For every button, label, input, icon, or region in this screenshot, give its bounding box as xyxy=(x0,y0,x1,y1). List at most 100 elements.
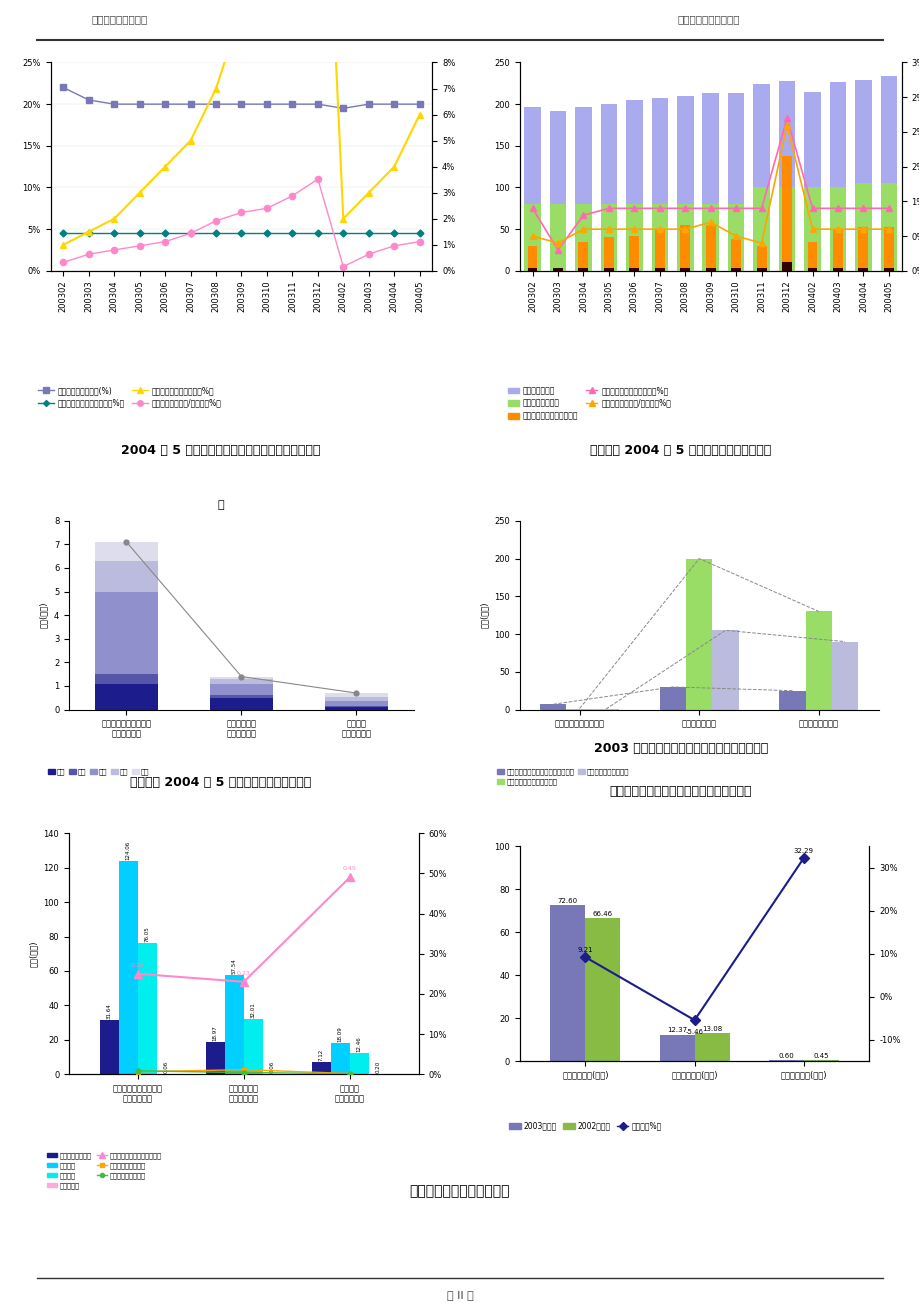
Line: 月度累计净资产收益率（%）: 月度累计净资产收益率（%） xyxy=(60,0,423,249)
月度累计净资产收益盈率（%） xyxy=(629,201,640,216)
月度累计主营业务利润率（%） xyxy=(108,225,119,241)
月度累计利润总额/总资产（%） xyxy=(210,214,221,229)
Bar xyxy=(829,187,845,271)
Bar xyxy=(210,678,273,684)
Bar xyxy=(626,204,641,271)
Line: 同比资产总计增长率: 同比资产总计增长率 xyxy=(135,1068,352,1075)
Bar xyxy=(679,225,689,271)
Bar xyxy=(210,698,273,710)
Legend: 食品、饮料、烟草工业专用设备制造, 农副食品加工专用设备制造, 饲料生产专用设备制造: 食品、饮料、烟草工业专用设备制造, 农副食品加工专用设备制造, 饲料生产专用设备… xyxy=(494,766,631,788)
月度累计利润总额/总资产（%） xyxy=(363,246,374,262)
Bar xyxy=(883,227,893,271)
Bar xyxy=(324,693,388,697)
Text: 124.06: 124.06 xyxy=(126,841,130,859)
Bar xyxy=(95,684,158,710)
Text: 0.25: 0.25 xyxy=(130,962,144,967)
月度累计利润总额/总资产（%） xyxy=(882,221,893,237)
Bar xyxy=(855,79,870,271)
月度累计利润总额/总资产（%） xyxy=(58,255,69,271)
Text: 32.29: 32.29 xyxy=(793,848,813,854)
Bar xyxy=(705,268,715,271)
Bar xyxy=(676,204,693,271)
Text: 图: 图 xyxy=(217,500,224,510)
月度累计利润总额/总资产（%） xyxy=(388,238,399,254)
月度累计主营业务利润率（%） xyxy=(84,225,95,241)
Bar xyxy=(578,242,588,271)
Bar xyxy=(552,268,562,271)
同比资产总计增长率 xyxy=(238,1062,249,1078)
Line: 月度累计销售毛利率(%): 月度累计销售毛利率(%) xyxy=(60,85,423,112)
Text: 7.12: 7.12 xyxy=(318,1049,323,1061)
月度累计主营业务利润率（%） xyxy=(160,225,171,241)
Bar xyxy=(686,559,711,710)
Bar xyxy=(755,246,766,271)
Text: 0.20: 0.20 xyxy=(376,1061,380,1073)
Bar xyxy=(803,91,820,271)
Text: -5.46: -5.46 xyxy=(685,1029,703,1035)
月度累计利润总额/总资产（%） xyxy=(134,238,145,254)
Text: 0.06: 0.06 xyxy=(164,1061,169,1073)
增长率（%） xyxy=(798,850,809,866)
Y-axis label: 单位(亿元): 单位(亿元) xyxy=(40,602,49,629)
Bar xyxy=(527,246,537,271)
Bar xyxy=(705,225,715,271)
Bar xyxy=(879,76,896,271)
月度累计净资产收益率（%） xyxy=(160,159,171,174)
Bar xyxy=(324,702,388,706)
同比负债合计增长率 xyxy=(132,1062,143,1078)
Bar xyxy=(702,204,718,271)
月度累计利润总额/总资产（%） xyxy=(832,221,843,237)
Bar xyxy=(807,268,817,271)
月度累计净资产收益盈率（%） xyxy=(781,111,792,126)
Text: 12.46: 12.46 xyxy=(357,1036,361,1052)
月度累计利润总额/总资产（%） xyxy=(160,234,171,250)
Bar xyxy=(629,236,639,271)
Bar xyxy=(659,1035,694,1061)
月度累计利润总额/总资产（%） xyxy=(551,236,562,251)
月度累计利润总额/总资产（%） xyxy=(236,204,247,220)
Bar xyxy=(659,687,686,710)
Bar xyxy=(95,561,158,591)
Legend: 月度累计销售毛利率(%), 月度累计主营业务利润率（%）, 月度累计净资产收益率（%）, 月度累计利润总额/总资产（%）: 月度累计销售毛利率(%), 月度累计主营业务利润率（%）, 月度累计净资产收益率… xyxy=(35,383,224,411)
月度累计利润总额/总资产（%） xyxy=(806,221,817,237)
Text: 13.08: 13.08 xyxy=(701,1026,721,1032)
Bar xyxy=(574,107,591,271)
月度累计主营业务利润率（%） xyxy=(210,225,221,241)
Text: 0.06: 0.06 xyxy=(269,1061,275,1073)
Bar xyxy=(832,268,842,271)
Text: 0.45: 0.45 xyxy=(812,1053,828,1059)
Text: 标准化行业数据报告: 标准化行业数据报告 xyxy=(91,14,148,23)
增长率（%） xyxy=(579,949,590,965)
Bar xyxy=(778,187,794,271)
Bar xyxy=(753,187,769,271)
同比资产总计增长率 xyxy=(132,1064,143,1079)
月度累计利润总额/总资产（%） xyxy=(312,172,323,187)
Text: 76.05: 76.05 xyxy=(144,927,150,943)
Bar xyxy=(702,94,718,271)
Bar xyxy=(527,268,537,271)
月度累计净资产收益盈率（%） xyxy=(705,201,716,216)
月度累计利润总额/总资产（%） xyxy=(629,221,640,237)
月度累计净资产收益率（%） xyxy=(84,224,95,240)
月度累计销售毛利率(%) xyxy=(210,96,221,112)
Bar xyxy=(99,1019,119,1074)
月度累计销售毛利率(%) xyxy=(84,92,95,108)
月度累计利润总额/总资产（%） xyxy=(287,187,298,203)
Bar xyxy=(855,184,870,271)
Text: 72.60: 72.60 xyxy=(557,898,577,904)
Bar xyxy=(550,111,565,271)
月度累计利润总额/总资产（%） xyxy=(84,246,95,262)
月度累计主营业务利润率（%） xyxy=(58,225,69,241)
月度累计净资产收益率（%） xyxy=(58,237,69,253)
Bar xyxy=(694,1032,729,1061)
月度累计主营业务利润率（%） xyxy=(134,225,145,241)
Text: 数据中华行业研究中心: 数据中华行业研究中心 xyxy=(676,14,739,23)
Text: 主要产品价格指数同比分析: 主要产品价格指数同比分析 xyxy=(409,1185,510,1198)
Text: 0.60: 0.60 xyxy=(777,1053,793,1059)
月度累计利润总额/总资产（%） xyxy=(679,221,690,237)
月度累计净资产收益率（%） xyxy=(236,3,247,18)
月度累计净资产收益盈率（%） xyxy=(653,201,664,216)
Legend: 总资产（亿元）, 股东权益（亿元）, 月度累计利润总额（亿元）, 月度累计净资产收益盈率（%）, 月度累计利润总额/总资产（%）: 总资产（亿元）, 股东权益（亿元）, 月度累计利润总额（亿元）, 月度累计净资产… xyxy=(504,383,674,423)
月度累计净资产收益盈率（%） xyxy=(806,201,817,216)
Legend: 产品累计销售收入, 资产总计, 负债合计, 累计利润额, 同比产品累计销售收入增长率, 同比资产总计增长率, 同比负债合计增长率: 产品累计销售收入, 资产总计, 负债合计, 累计利润额, 同比产品累计销售收入增… xyxy=(44,1150,165,1191)
